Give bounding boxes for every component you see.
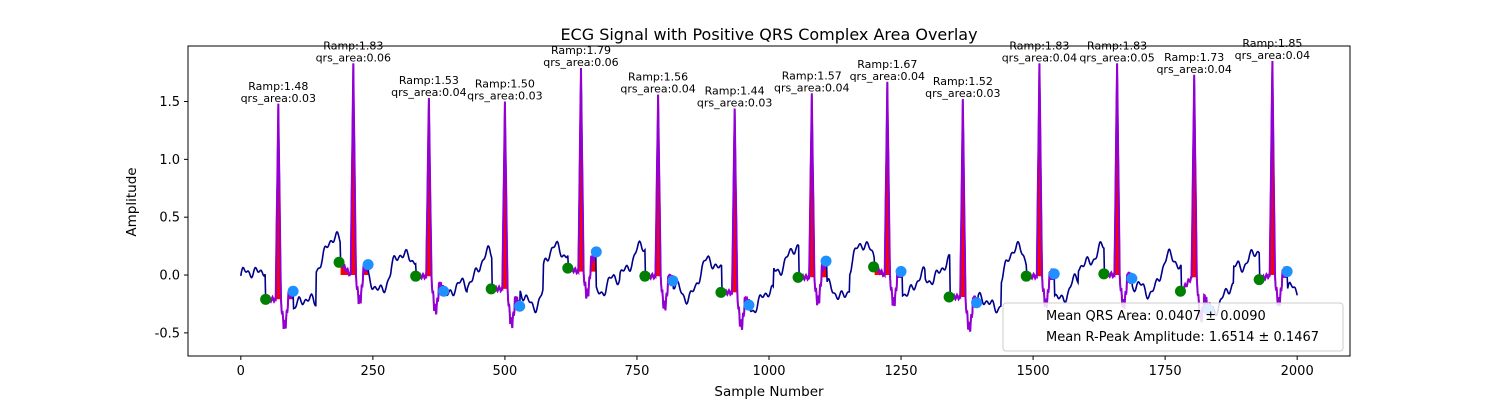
qrs-area-label: qrs_area:0.03	[241, 92, 316, 105]
qrs-offset-marker	[287, 285, 299, 297]
x-tick-label: 1000	[752, 364, 785, 379]
qrs-onset-marker	[1098, 268, 1110, 280]
qrs-onset-marker	[1253, 274, 1265, 286]
qrs-offset-marker	[1281, 266, 1293, 278]
qrs-offset-marker	[590, 246, 602, 258]
qrs-onset-marker	[562, 262, 574, 274]
x-tick-label: 1250	[884, 364, 917, 379]
qrs-area-label: qrs_area:0.06	[543, 56, 618, 69]
qrs-onset-marker	[943, 291, 955, 303]
qrs-onset-marker	[1174, 285, 1186, 297]
x-tick-label: 250	[360, 364, 385, 379]
x-tick-label: 1500	[1017, 364, 1050, 379]
x-tick-label: 1750	[1149, 364, 1182, 379]
qrs-offset-marker	[971, 297, 983, 309]
qrs-area-label: qrs_area:0.04	[620, 83, 695, 96]
qrs-segment-line	[1180, 74, 1210, 323]
qrs-onset-marker	[485, 283, 497, 295]
x-tick-label: 500	[492, 364, 517, 379]
qrs-offset-marker	[667, 275, 679, 287]
qrs-offset-marker	[438, 285, 450, 297]
qrs-offset-marker	[895, 266, 907, 278]
r-peak-amplitude-label: Ramp:1.48	[248, 80, 308, 93]
r-peak-amplitude-label: Ramp:1.53	[399, 74, 459, 87]
qrs-onset-marker	[792, 271, 804, 283]
r-peak-amplitude-label: Ramp:1.44	[705, 84, 765, 97]
qrs-onset-marker	[410, 270, 422, 282]
y-tick-label: 1.5	[159, 95, 180, 110]
r-peak-amplitude-label: Ramp:1.57	[782, 69, 842, 82]
r-peak-amplitude-label: Ramp:1.83	[323, 39, 383, 52]
r-peak-amplitude-label: Ramp:1.56	[628, 71, 688, 84]
qrs-segment-line	[721, 108, 751, 330]
r-peak-amplitude-label: Ramp:1.67	[857, 58, 917, 71]
qrs-area-label: qrs_area:0.03	[697, 96, 772, 109]
r-peak-amplitude-label: Ramp:1.50	[475, 78, 535, 91]
y-tick-label: 1.0	[159, 153, 180, 168]
r-peak-amplitude-label: Ramp:1.73	[1164, 51, 1224, 64]
chart-title: ECG Signal with Positive QRS Complex Are…	[560, 25, 977, 44]
y-tick-label: -0.5	[155, 326, 180, 341]
qrs-segment-line	[415, 98, 445, 315]
x-tick-label: 750	[625, 364, 650, 379]
r-peak-amplitude-label: Ramp:1.83	[1009, 39, 1069, 52]
qrs-area-label: qrs_area:0.04	[1002, 51, 1077, 64]
qrs-offset-marker	[362, 259, 374, 271]
qrs-segment-line	[949, 99, 979, 332]
qrs-offset-marker	[820, 255, 832, 267]
qrs-onset-marker	[1020, 270, 1032, 282]
qrs-onset-marker	[715, 286, 727, 298]
qrs-segment-line	[491, 101, 521, 329]
qrs-area-label: qrs_area:0.04	[850, 70, 925, 83]
qrs-area-label: qrs_area:0.04	[391, 86, 466, 99]
x-tick-label: 0	[237, 364, 245, 379]
qrs-onset-marker	[639, 270, 651, 282]
x-axis-label: Sample Number	[714, 384, 824, 400]
r-peak-amplitude-label: Ramp:1.85	[1242, 37, 1302, 50]
qrs-area-label: qrs_area:0.04	[1156, 63, 1231, 76]
qrs-area-label: qrs_area:0.06	[316, 51, 391, 64]
y-axis-label: Amplitude	[124, 167, 140, 236]
qrs-area-label: qrs_area:0.04	[774, 81, 849, 94]
y-tick-label: 0.0	[159, 269, 180, 284]
qrs-offset-marker	[1126, 273, 1138, 284]
qrs-onset-marker	[868, 261, 880, 273]
r-peak-amplitude-label: Ramp:1.83	[1087, 39, 1147, 52]
y-tick-label: 0.5	[159, 211, 180, 226]
qrs-segment-line	[567, 67, 597, 299]
qrs-onset-marker	[333, 256, 345, 268]
qrs-offset-marker	[743, 299, 755, 311]
qrs-area-label: qrs_area:0.03	[925, 87, 1000, 100]
qrs-onset-marker	[260, 293, 272, 305]
x-tick-label: 2000	[1281, 364, 1314, 379]
qrs-area-label: qrs_area:0.05	[1079, 51, 1154, 64]
legend-entry: Mean R-Peak Amplitude: 1.6514 ± 0.1467	[1046, 330, 1319, 345]
qrs-area-label: qrs_area:0.04	[1235, 49, 1310, 62]
legend-box	[1002, 302, 1344, 352]
r-peak-amplitude-label: Ramp:1.79	[551, 44, 611, 57]
qrs-offset-marker	[514, 300, 526, 312]
r-peak-amplitude-label: Ramp:1.52	[933, 75, 993, 88]
legend-entry: Mean QRS Area: 0.0407 ± 0.0090	[1046, 309, 1266, 324]
qrs-offset-marker	[1048, 268, 1060, 280]
qrs-area-label: qrs_area:0.03	[467, 90, 542, 103]
